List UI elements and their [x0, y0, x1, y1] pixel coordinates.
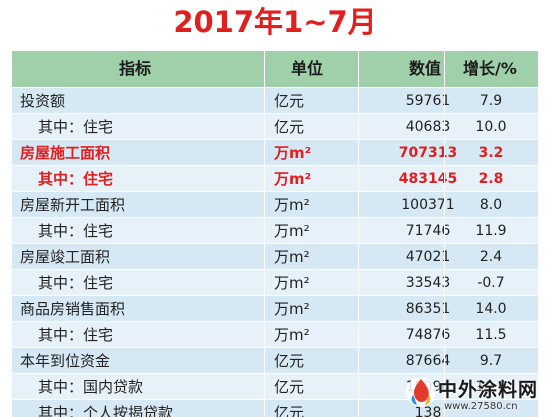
column-divider	[264, 51, 265, 417]
table-row: 其中：住宅 万m² 33543 -0.7	[12, 270, 538, 296]
statistics-table: 指标 单位 数值 增长/% 投资额 亿元 59761 7.9 其中：住宅 亿元 40683 1…	[12, 51, 538, 417]
row-divider	[12, 399, 538, 400]
cell-growth: 11.5	[475, 327, 507, 343]
cell-indicator: 房屋竣工面积	[20, 248, 111, 266]
cell-indicator: 商品房销售面积	[20, 300, 126, 318]
cell-value: 138	[414, 405, 442, 417]
row-divider	[12, 191, 538, 192]
cell-unit: 万m²	[274, 144, 312, 162]
table-row: 投资额 亿元 59761 7.9	[12, 88, 538, 114]
cell-unit: 亿元	[274, 352, 305, 370]
column-header-indicator: 指标	[118, 59, 151, 78]
cell-value: 74876	[405, 327, 451, 343]
cell-unit: 亿元	[274, 118, 305, 136]
cell-value: 71746	[405, 223, 451, 239]
cell-unit: 万m²	[274, 274, 310, 292]
cell-indicator: 其中：住宅	[38, 274, 114, 292]
cell-indicator: 其中：住宅	[38, 170, 114, 188]
cell-unit: 万m²	[274, 326, 310, 344]
table-row: 房屋新开工面积 万m² 100371 8.0	[12, 192, 538, 218]
row-divider	[12, 373, 538, 374]
cell-unit: 万m²	[274, 222, 310, 240]
cell-growth: 10.9	[475, 379, 507, 395]
cell-growth: 8.0	[479, 197, 503, 213]
column-header-unit: 单位	[290, 59, 323, 78]
row-divider	[12, 347, 538, 348]
table-row: 其中：住宅 万m² 74876 11.5	[12, 322, 538, 348]
cell-growth: 2.8	[478, 171, 504, 187]
column-divider	[358, 51, 359, 417]
row-divider	[12, 269, 538, 270]
cell-value: 47021	[405, 249, 451, 265]
table-row: 其中：住宅 万m² 483145 2.8	[12, 166, 538, 192]
table-header: 指标 单位 数值 增长/%	[12, 51, 538, 87]
table-row: 其中：个人按揭贷款 亿元 138	[12, 400, 538, 417]
cell-growth: 14.0	[475, 301, 507, 317]
row-divider	[12, 113, 538, 114]
cell-value: 707313	[398, 145, 458, 161]
cell-value: 483145	[398, 171, 458, 187]
cell-indicator: 其中：国内贷款	[38, 378, 144, 396]
watermark-url: www.27580.cn	[444, 401, 518, 412]
cell-growth: -0.7	[477, 275, 505, 291]
cell-unit: 万m²	[274, 170, 312, 188]
cell-unit: 亿元	[274, 378, 305, 396]
cell-growth: 3.2	[478, 145, 504, 161]
table-row: 其中：住宅 万m² 71746 11.9	[12, 218, 538, 244]
cell-value: 86351	[405, 301, 451, 317]
cell-unit: 万m²	[274, 196, 310, 214]
cell-value: 59761	[405, 93, 451, 109]
site-watermark: 中外涂料网 www.27580.cn	[404, 369, 550, 417]
cell-unit: 万m²	[274, 248, 310, 266]
cell-value: 100371	[401, 197, 455, 213]
column-divider	[444, 51, 445, 417]
cell-growth: 9.7	[479, 353, 503, 369]
cell-indicator: 其中：个人按揭贷款	[38, 404, 174, 417]
row-divider	[12, 217, 538, 218]
cell-growth: 2.4	[479, 249, 503, 265]
column-header-value: 数值	[408, 59, 441, 78]
cell-indicator: 房屋新开工面积	[20, 196, 126, 214]
table-row: 商品房销售面积 万m² 86351 14.0	[12, 296, 538, 322]
cell-indicator: 其中：住宅	[38, 222, 114, 240]
row-divider	[12, 165, 538, 166]
cell-unit: 万m²	[274, 300, 310, 318]
cell-growth: 10.0	[475, 119, 507, 135]
table-row: 其中：国内贷款亿元1509410.9	[12, 374, 538, 400]
cell-unit: 亿元	[274, 404, 305, 417]
row-divider	[12, 243, 538, 244]
page-title: 2017年1~7月	[173, 5, 377, 39]
cell-indicator: 本年到位资金	[20, 352, 111, 370]
paint-logo-icon	[406, 377, 436, 407]
cell-growth: 11.9	[475, 223, 507, 239]
table-row: 其中：住宅 亿元 40683 10.0	[12, 114, 538, 140]
table-row: 房屋施工面积 万m² 707313 3.2	[12, 140, 538, 166]
column-header-growth: 增长/%	[463, 59, 517, 78]
row-divider	[12, 321, 538, 322]
table-row: 本年到位资金 亿元 87664 9.7	[12, 348, 538, 374]
cell-value: 87664	[405, 353, 451, 369]
table-row: 房屋竣工面积 万m² 47021 2.4	[12, 244, 538, 270]
cell-indicator: 其中：住宅	[38, 326, 114, 344]
watermark-name: 中外涂料网	[438, 379, 539, 401]
cell-indicator: 房屋施工面积	[20, 144, 111, 162]
row-divider	[12, 295, 538, 296]
cell-indicator: 投资额	[20, 92, 66, 110]
cell-value: 40683	[405, 119, 451, 135]
cell-value: 33543	[405, 275, 451, 291]
cell-indicator: 其中：住宅	[38, 118, 114, 136]
cell-unit: 亿元	[274, 92, 305, 110]
row-divider	[12, 139, 538, 140]
row-divider	[12, 87, 538, 88]
cell-growth: 7.9	[479, 93, 503, 109]
